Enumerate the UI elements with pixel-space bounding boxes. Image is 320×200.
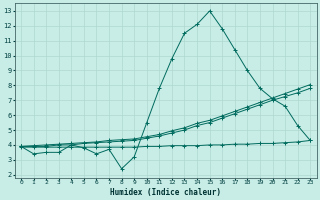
X-axis label: Humidex (Indice chaleur): Humidex (Indice chaleur) [110, 188, 221, 197]
